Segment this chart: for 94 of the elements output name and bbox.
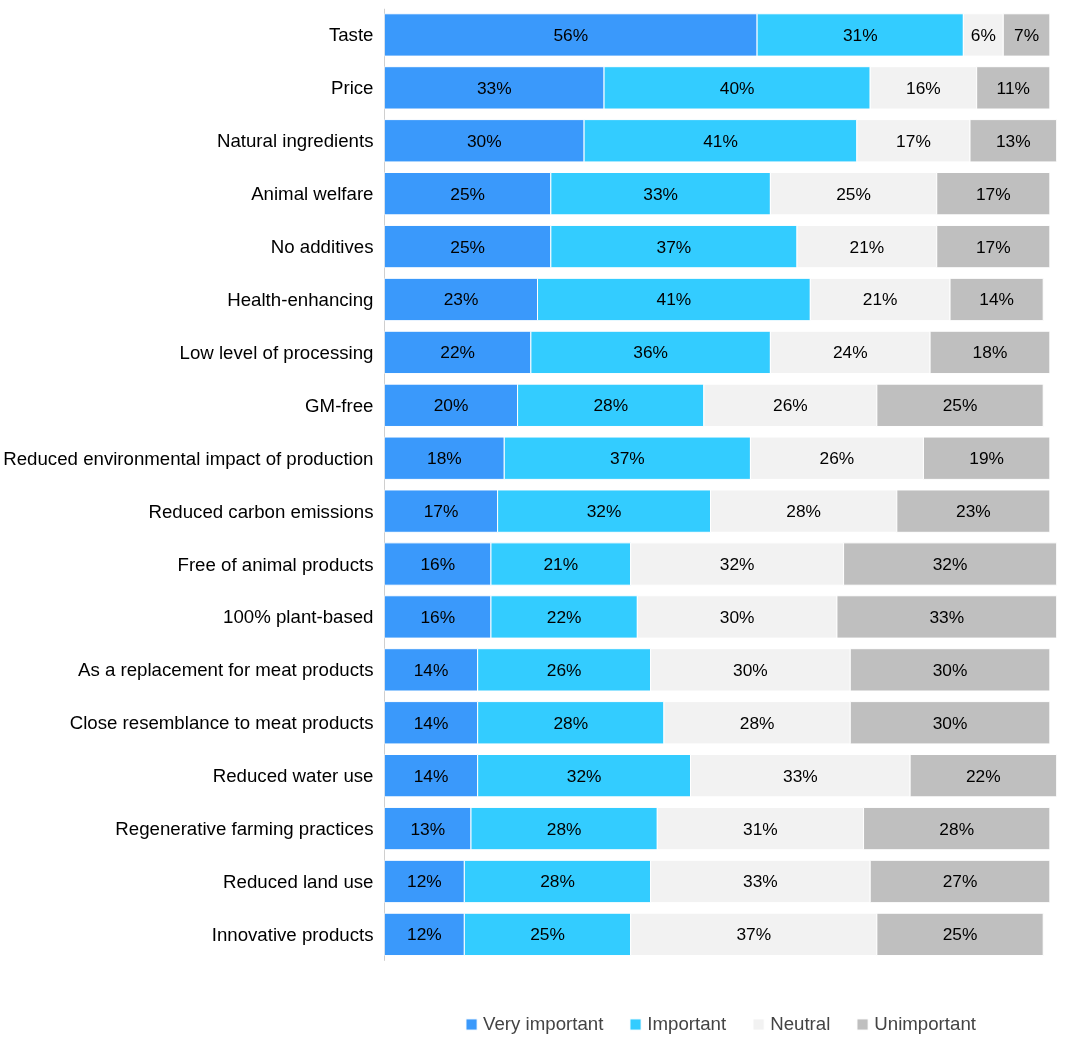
y-tick-label: Natural ingredients bbox=[216, 130, 374, 152]
data-label: 30% bbox=[932, 712, 968, 733]
data-label: 26% bbox=[773, 395, 808, 416]
data-label: 14% bbox=[413, 765, 449, 786]
data-label: 28% bbox=[546, 818, 582, 839]
legend-label: Unimportant bbox=[874, 1013, 976, 1035]
data-label: 6% bbox=[970, 24, 996, 45]
data-label: 30% bbox=[932, 659, 968, 680]
data-label: 25% bbox=[942, 395, 978, 416]
data-label: 28% bbox=[540, 871, 575, 892]
data-label: 33% bbox=[643, 183, 678, 204]
y-tick-label: GM-free bbox=[305, 394, 374, 416]
y-tick-label: Close resemblance to meat products bbox=[69, 712, 374, 734]
y-tick-label: No additives bbox=[270, 236, 374, 258]
data-label: 32% bbox=[586, 501, 622, 522]
data-label: 28% bbox=[593, 395, 629, 416]
data-label: 14% bbox=[413, 712, 449, 733]
data-label: 23% bbox=[443, 289, 479, 310]
data-label: 13% bbox=[995, 130, 1031, 151]
data-label: 31% bbox=[743, 818, 778, 839]
y-tick-label: 100% plant-based bbox=[223, 606, 374, 628]
data-label: 17% bbox=[975, 183, 1011, 204]
data-label: 18% bbox=[972, 342, 1008, 363]
y-tick-label: Innovative products bbox=[211, 923, 374, 945]
data-label: 16% bbox=[420, 606, 456, 627]
y-tick-label: Health-enhancing bbox=[227, 288, 374, 310]
data-label: 25% bbox=[530, 924, 565, 945]
data-label: 36% bbox=[633, 342, 668, 363]
data-label: 25% bbox=[450, 236, 486, 257]
data-label: 28% bbox=[939, 818, 975, 839]
data-label: 31% bbox=[842, 24, 878, 45]
data-label: 22% bbox=[440, 342, 476, 363]
y-tick-label: Reduced water use bbox=[212, 765, 374, 787]
y-tick-label: Animal welfare bbox=[251, 183, 374, 205]
data-label: 37% bbox=[610, 448, 645, 469]
data-label: 37% bbox=[736, 924, 772, 945]
data-label: 30% bbox=[466, 130, 502, 151]
data-label: 30% bbox=[719, 606, 755, 627]
data-label: 32% bbox=[566, 765, 602, 786]
data-label: 13% bbox=[410, 818, 446, 839]
data-label: 37% bbox=[656, 236, 692, 257]
y-tick-label: As a replacement for meat products bbox=[77, 659, 374, 681]
data-label: 16% bbox=[420, 554, 456, 575]
y-tick-label: Taste bbox=[328, 24, 374, 46]
data-label: 14% bbox=[413, 659, 449, 680]
data-label: 24% bbox=[832, 342, 868, 363]
y-tick-label: Reduced environmental impact of production bbox=[3, 447, 374, 469]
data-label: 56% bbox=[553, 24, 589, 45]
data-label: 7% bbox=[1014, 24, 1040, 45]
legend-label: Very important bbox=[483, 1013, 604, 1035]
data-label: 28% bbox=[739, 712, 775, 733]
data-label: 26% bbox=[819, 448, 855, 469]
data-label: 33% bbox=[929, 606, 965, 627]
data-label: 26% bbox=[546, 659, 582, 680]
data-label: 21% bbox=[862, 289, 898, 310]
data-label: 17% bbox=[896, 130, 931, 151]
data-label: 41% bbox=[703, 130, 738, 151]
data-label: 12% bbox=[407, 924, 442, 945]
data-label: 33% bbox=[476, 77, 512, 98]
data-label: 41% bbox=[656, 289, 692, 310]
data-label: 30% bbox=[733, 659, 768, 680]
data-label: 33% bbox=[783, 765, 818, 786]
data-label: 19% bbox=[969, 448, 1004, 469]
data-label: 32% bbox=[932, 554, 968, 575]
data-label: 27% bbox=[942, 871, 978, 892]
data-label: 12% bbox=[407, 871, 442, 892]
data-label: 17% bbox=[423, 501, 459, 522]
y-tick-label: Reduced carbon emissions bbox=[148, 500, 374, 522]
data-label: 33% bbox=[743, 871, 778, 892]
y-tick-label: Price bbox=[331, 77, 374, 99]
y-tick-label: Reduced land use bbox=[223, 870, 374, 892]
data-label: 28% bbox=[786, 501, 822, 522]
data-label: 25% bbox=[942, 924, 978, 945]
data-label: 22% bbox=[965, 765, 1001, 786]
data-label: 28% bbox=[553, 712, 589, 733]
y-tick-label: Free of animal products bbox=[177, 553, 374, 575]
data-label: 25% bbox=[450, 183, 486, 204]
data-label: 21% bbox=[849, 236, 885, 257]
data-label: 20% bbox=[433, 395, 469, 416]
data-label: 22% bbox=[546, 606, 582, 627]
legend-label: Neutral bbox=[770, 1013, 831, 1035]
y-tick-label: Low level of processing bbox=[179, 341, 374, 363]
data-label: 21% bbox=[543, 554, 579, 575]
data-label: 18% bbox=[427, 448, 462, 469]
data-label: 32% bbox=[719, 554, 755, 575]
data-label: 11% bbox=[996, 77, 1030, 98]
data-label: 25% bbox=[836, 183, 871, 204]
data-label: 40% bbox=[719, 77, 755, 98]
data-label: 16% bbox=[906, 77, 941, 98]
data-label: 23% bbox=[955, 501, 991, 522]
data-label: 14% bbox=[979, 289, 1014, 310]
data-label: 17% bbox=[975, 236, 1011, 257]
legend-label: Important bbox=[647, 1013, 727, 1035]
y-tick-label: Regenerative farming practices bbox=[115, 818, 374, 840]
